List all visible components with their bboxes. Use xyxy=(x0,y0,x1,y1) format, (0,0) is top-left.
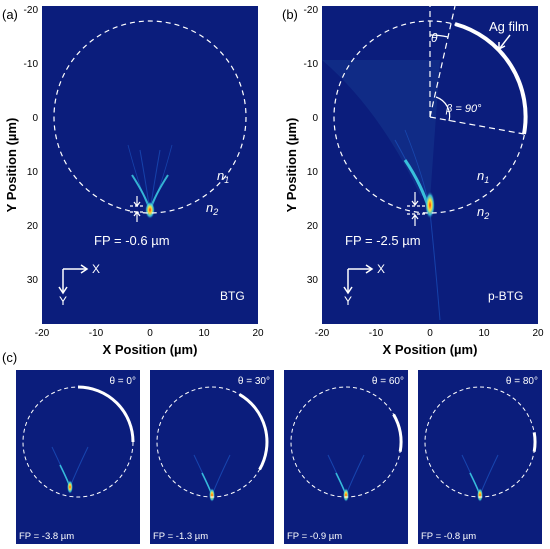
panel-a-tag: BTG xyxy=(220,289,245,303)
panel-a-y-ticks: -20 -10 0 10 20 30 xyxy=(24,5,39,286)
panel-b-x-ticks: -20 -10 0 10 20 xyxy=(315,328,544,339)
svg-text:0: 0 xyxy=(312,113,318,124)
panel-b-label: (b) xyxy=(282,7,298,22)
panel-b-glow xyxy=(322,60,440,200)
inset-fp: FP = -3.8 µm xyxy=(19,531,74,542)
panel-a-label: (a) xyxy=(2,7,18,22)
panel-a-ylabel: Y Position (µm) xyxy=(4,118,19,213)
svg-text:10: 10 xyxy=(307,167,319,178)
panel-a-microsphere-outline xyxy=(53,20,247,214)
panel-b-y-ticks: -20 -10 0 10 20 30 xyxy=(304,5,319,286)
panel-b-xlabel: X Position (µm) xyxy=(383,342,478,357)
panel-a-n1: n1 xyxy=(217,168,229,185)
inset-panel-3: θ = 80° FP = -0.8 µm xyxy=(418,370,542,544)
panel-b-beta: β = 90° xyxy=(445,103,482,115)
panel-a-axis-arrows xyxy=(58,264,89,295)
panel-b-film-label: Ag film xyxy=(489,19,529,34)
panel-a: (a) n1 n2 FP = -0.6 µm X Y xyxy=(2,5,264,357)
svg-text:30: 30 xyxy=(27,275,39,286)
inset-field xyxy=(150,370,274,544)
svg-text:-20: -20 xyxy=(35,328,50,339)
panel-a-fp-marker xyxy=(130,196,145,222)
inset-fp: FP = -0.9 µm xyxy=(287,531,342,542)
svg-text:-20: -20 xyxy=(315,328,330,339)
inset-focus xyxy=(343,488,349,502)
panel-a-fp: FP = -0.6 µm xyxy=(94,233,170,248)
inset-theta-label: θ = 0° xyxy=(109,376,136,387)
panel-c-insets: θ = 0°FP = -3.8 µmθ = 30°FP = -1.3 µmθ =… xyxy=(16,370,542,544)
svg-text:-10: -10 xyxy=(24,59,39,70)
svg-text:-20: -20 xyxy=(304,5,319,16)
svg-text:20: 20 xyxy=(307,221,319,232)
inset-ag-film xyxy=(532,432,537,452)
panel-a-field xyxy=(42,6,258,324)
panel-b-fp: FP = -2.5 µm xyxy=(345,233,421,248)
svg-text:20: 20 xyxy=(27,221,39,232)
panel-b-axis-arrows xyxy=(343,264,374,295)
inset-field xyxy=(284,370,408,544)
inset-panel-1: θ = 30° FP = -1.3 µm xyxy=(150,370,274,544)
inset-focus xyxy=(67,480,73,494)
svg-text:0: 0 xyxy=(32,113,38,124)
svg-text:-10: -10 xyxy=(89,328,104,339)
inset-theta-label: θ = 80° xyxy=(506,376,538,387)
panel-a-arrow-y: Y xyxy=(59,294,67,308)
inset-field xyxy=(16,370,140,544)
panel-b-focus xyxy=(425,191,435,219)
inset-ag-film xyxy=(238,393,269,471)
inset-theta-label: θ = 30° xyxy=(238,376,270,387)
inset-panel-0: θ = 0° FP = -3.8 µm xyxy=(16,370,140,544)
inset-ag-film xyxy=(77,385,135,443)
panel-b-fp-marker xyxy=(407,192,425,226)
svg-text:30: 30 xyxy=(307,275,319,286)
panel-a-x-ticks: -20 -10 0 10 20 xyxy=(35,328,264,339)
panel-b-tag: p-BTG xyxy=(488,289,523,303)
inset-ag-film xyxy=(392,413,403,452)
svg-text:-20: -20 xyxy=(24,5,39,16)
panel-a-n2: n2 xyxy=(206,200,218,217)
svg-text:20: 20 xyxy=(532,328,544,339)
svg-text:0: 0 xyxy=(147,328,153,339)
inset-focus xyxy=(209,488,215,502)
inset-panel-2: θ = 60° FP = -0.9 µm xyxy=(284,370,408,544)
svg-text:10: 10 xyxy=(198,328,210,339)
panel-b-arrow-y: Y xyxy=(344,294,352,308)
inset-fp: FP = -0.8 µm xyxy=(421,531,476,542)
inset-theta-label: θ = 60° xyxy=(372,376,404,387)
svg-text:20: 20 xyxy=(252,328,264,339)
panel-b-theta: θ xyxy=(431,31,438,45)
inset-fp: FP = -1.3 µm xyxy=(153,531,208,542)
panel-b-film-arrow xyxy=(498,34,511,51)
svg-text:-10: -10 xyxy=(369,328,384,339)
panel-c-label: (c) xyxy=(2,350,17,365)
svg-text:-10: -10 xyxy=(304,59,319,70)
svg-text:10: 10 xyxy=(27,167,39,178)
inset-focus xyxy=(477,488,483,502)
panel-b-arrow-x: X xyxy=(377,262,385,276)
svg-text:0: 0 xyxy=(427,328,433,339)
svg-text:10: 10 xyxy=(478,328,490,339)
panel-b-n2: n2 xyxy=(477,204,489,221)
panel-b-ag-film xyxy=(454,22,528,135)
panel-a-arrow-x: X xyxy=(92,262,100,276)
panel-b: (b) θ β = 90° Ag film n1 n2 xyxy=(282,5,544,357)
inset-field xyxy=(418,370,542,544)
panel-a-xlabel: X Position (µm) xyxy=(103,342,198,357)
panel-b-n1: n1 xyxy=(477,168,489,185)
panel-a-focus xyxy=(145,201,155,219)
panel-b-ylabel: Y Position (µm) xyxy=(284,118,299,213)
panel-b-angle-lines xyxy=(429,5,525,135)
